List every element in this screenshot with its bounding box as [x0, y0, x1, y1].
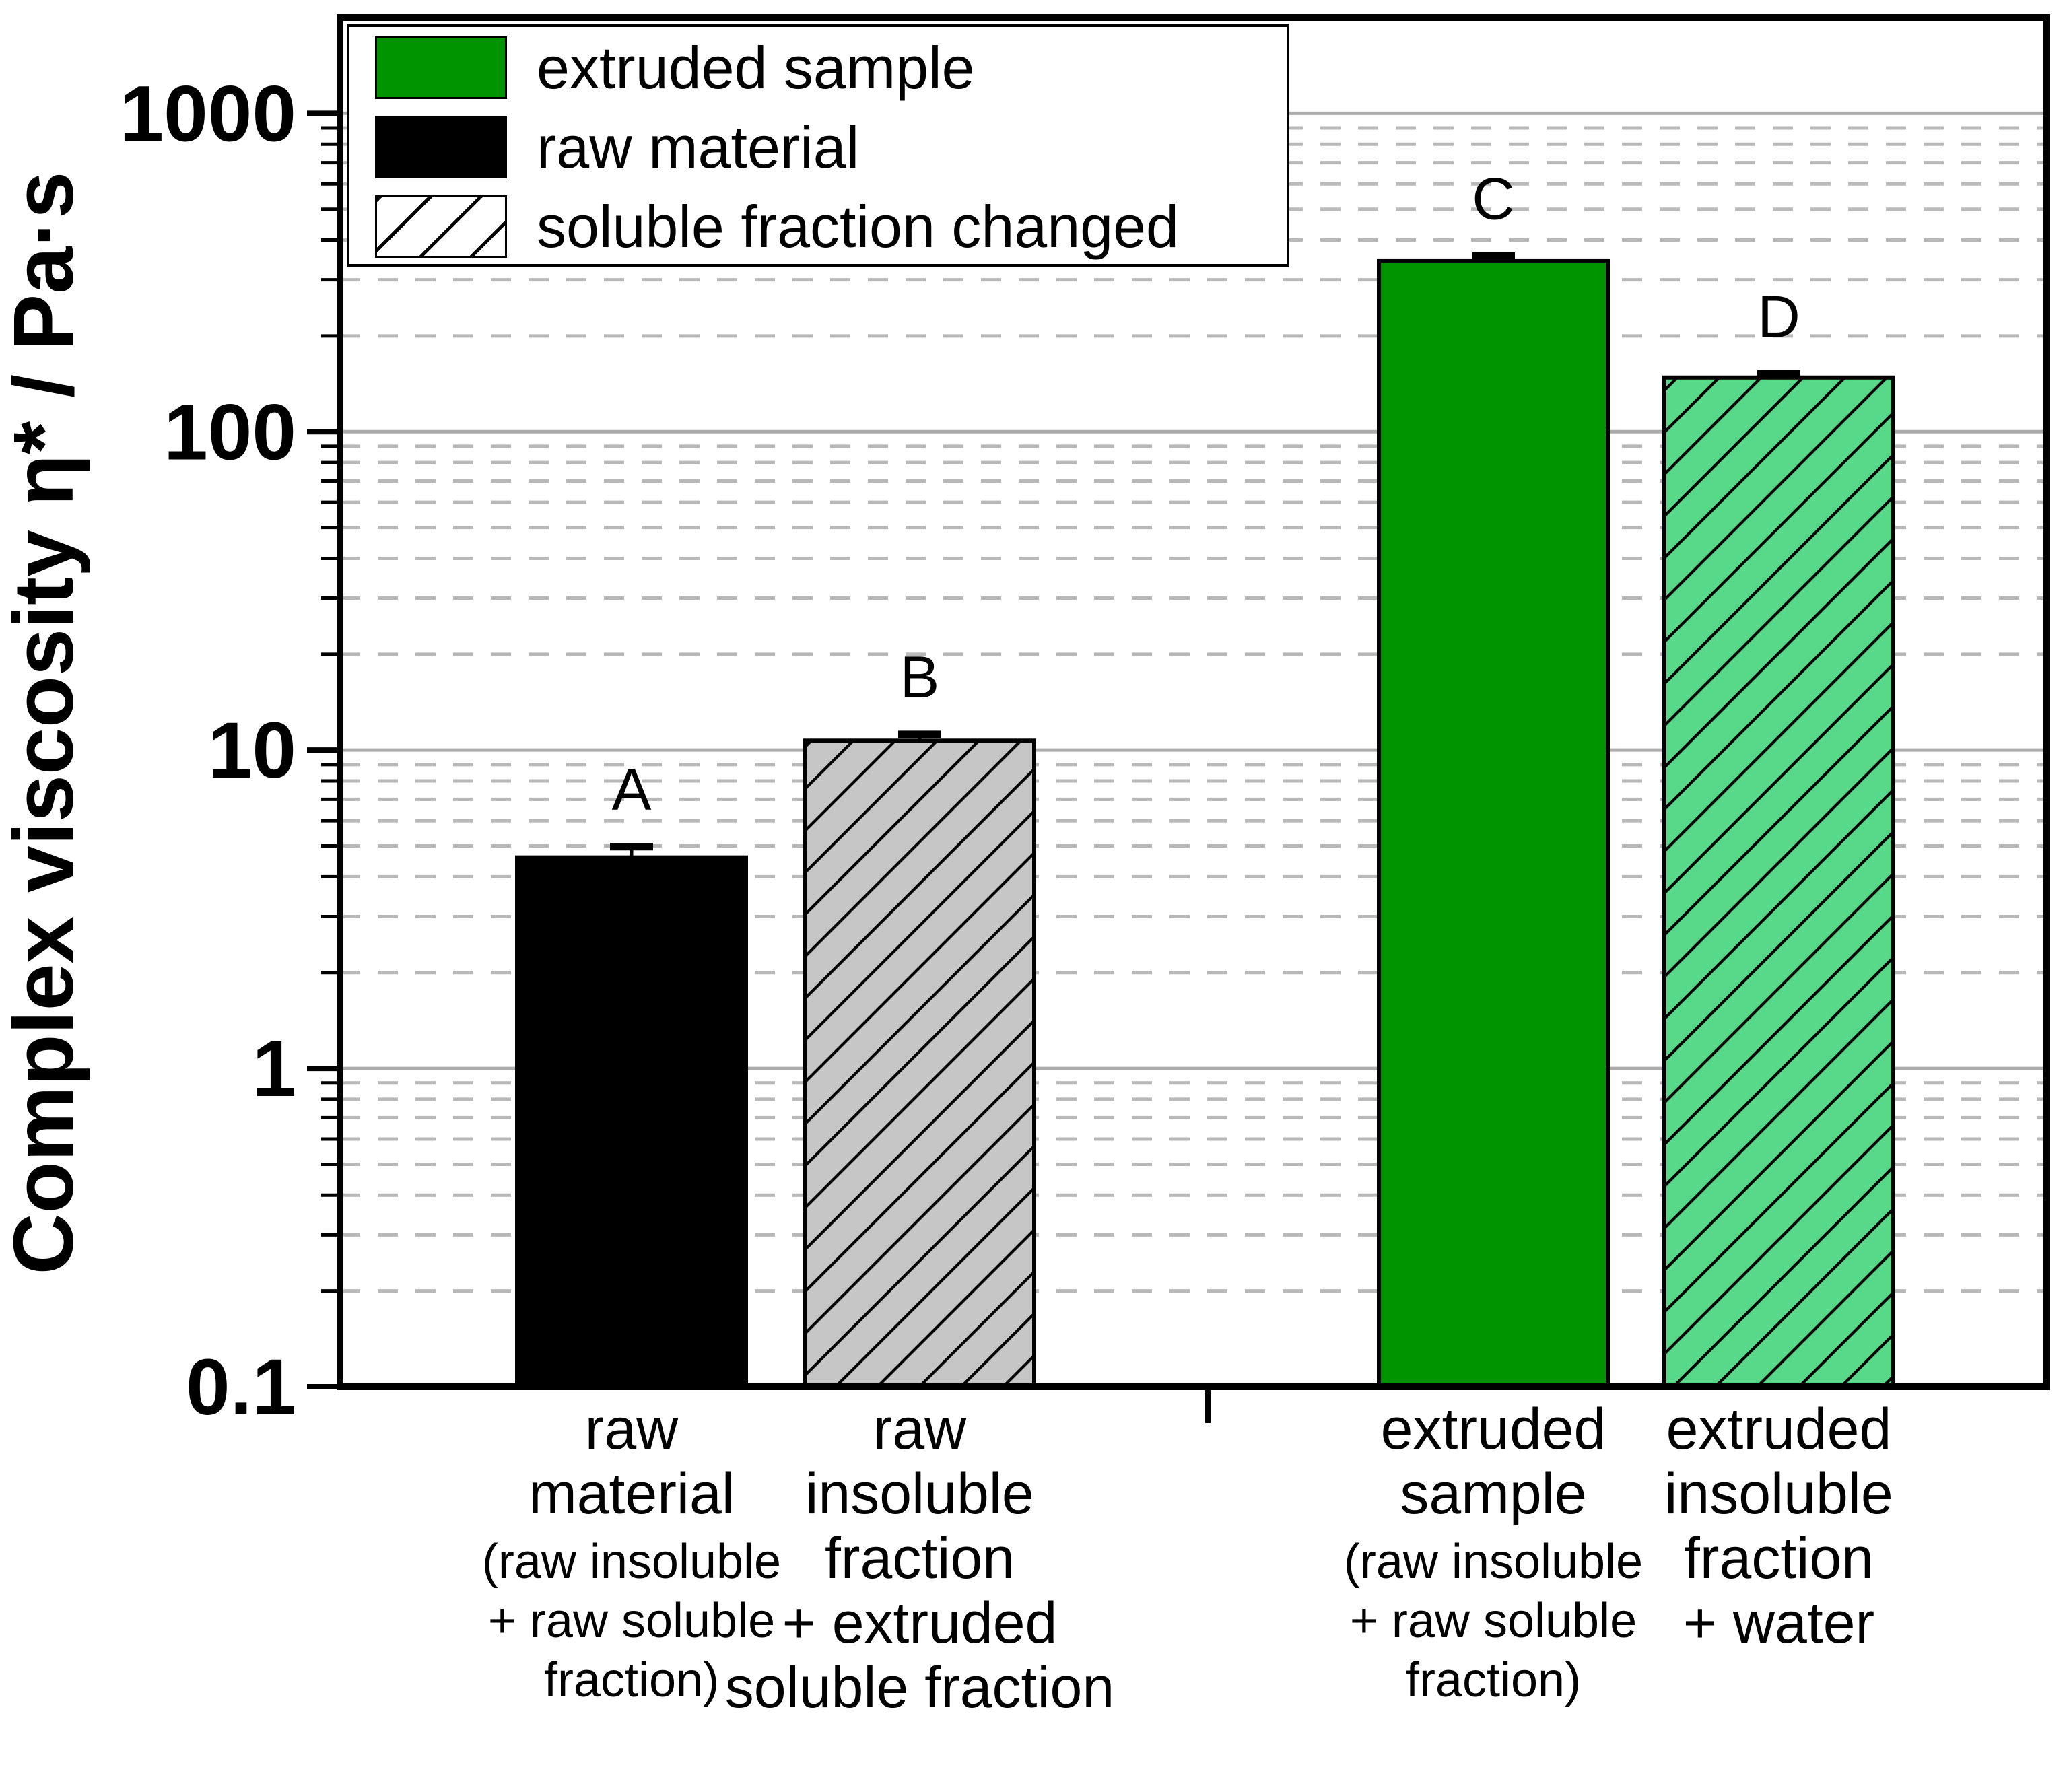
y-axis-title: Complex viscosity η* / Pa·s: [0, 171, 91, 1275]
category-label-line: insoluble: [805, 1461, 1033, 1526]
y-tick-label-1000: 1000: [119, 69, 296, 158]
bar-letter-D: D: [1757, 283, 1800, 349]
category-label-line: fraction): [544, 1653, 719, 1707]
legend-item-soluble-fraction-changed: soluble fraction changed: [375, 195, 1287, 258]
category-label-line: material: [529, 1461, 735, 1526]
legend: extruded sample raw material soluble fra…: [347, 24, 1289, 267]
category-label-line: + raw soluble: [1350, 1594, 1637, 1648]
category-label-line: fraction): [1406, 1653, 1581, 1707]
bar-D-hatch: [1664, 377, 1893, 1387]
category-label-line: sample: [1400, 1461, 1586, 1526]
bar-letter-B: B: [900, 644, 940, 710]
category-label-line: raw: [585, 1397, 679, 1461]
plot-frame: [337, 14, 2050, 1390]
y-tick-label-100: 100: [164, 388, 296, 477]
category-label-line: soluble fraction: [725, 1655, 1114, 1720]
category-label-line: fraction: [1684, 1526, 1874, 1591]
legend-label: soluble fraction changed: [537, 193, 1179, 260]
category-label-line: raw: [873, 1397, 967, 1461]
legend-swatch-extruded-sample-icon: [375, 36, 507, 99]
legend-label: raw material: [537, 114, 860, 180]
bar-A: [517, 857, 746, 1387]
bar-letter-A: A: [612, 756, 652, 823]
legend-item-raw-material: raw material: [375, 116, 1287, 178]
bar-letter-C: C: [1472, 165, 1515, 232]
category-label-line: extruded: [1381, 1397, 1606, 1461]
legend-label: extruded sample: [537, 34, 975, 101]
bar-C: [1379, 260, 1608, 1387]
legend-item-extruded-sample: extruded sample: [375, 36, 1287, 99]
y-axis-ticks: 1000 100 10 1 0.1: [119, 69, 340, 1432]
y-tick-label-0.1: 0.1: [186, 1343, 296, 1432]
category-label-line: extruded: [1666, 1397, 1892, 1461]
category-label-line: + extruded: [782, 1591, 1058, 1655]
bars: A B C D: [515, 165, 1895, 1389]
category-label-line: + water: [1683, 1591, 1874, 1655]
category-label-line: + raw soluble: [488, 1594, 775, 1648]
y-tick-label-1: 1: [252, 1025, 296, 1113]
legend-swatch-soluble-fraction-changed-icon: [375, 195, 507, 258]
y-tick-label-10: 10: [208, 706, 296, 795]
category-label-line: (raw insoluble: [482, 1535, 781, 1589]
category-label-line: (raw insoluble: [1344, 1535, 1643, 1589]
legend-swatch-raw-material-icon: [375, 116, 507, 178]
category-label-line: fraction: [825, 1526, 1015, 1591]
bar-B-hatch: [805, 740, 1034, 1387]
category-label-line: insoluble: [1664, 1461, 1893, 1526]
